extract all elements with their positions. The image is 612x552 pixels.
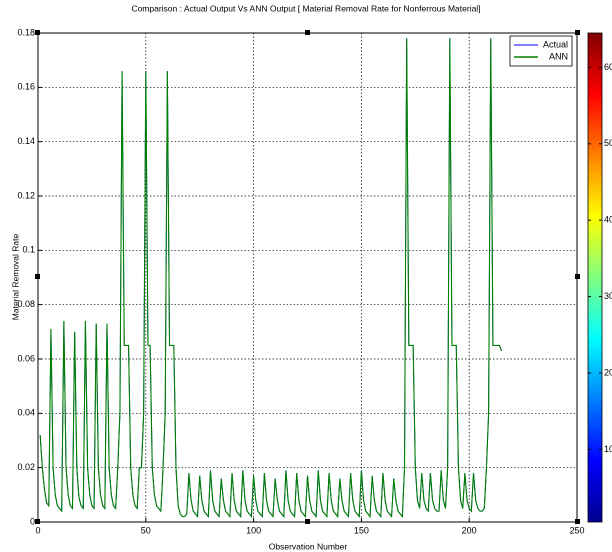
y-tick-label: 0.18 bbox=[17, 27, 35, 37]
legend bbox=[509, 35, 573, 67]
y-tick-label: 0.08 bbox=[17, 299, 35, 309]
y-tick-label: 0.12 bbox=[17, 190, 35, 200]
colorbar-tick-label: 60 bbox=[604, 62, 612, 72]
y-tick-label: 0.16 bbox=[17, 82, 35, 92]
x-tick-label: 50 bbox=[141, 525, 151, 535]
legend-label: Actual bbox=[543, 39, 568, 49]
x-axis-label: Observation Number bbox=[269, 541, 348, 551]
y-tick-label: 0.1 bbox=[22, 245, 35, 255]
colorbar bbox=[587, 32, 603, 523]
colorbar-tick-label: 40 bbox=[604, 215, 612, 225]
legend-label: ANN bbox=[549, 51, 568, 61]
y-tick-label: 0.06 bbox=[17, 353, 35, 363]
x-tick-label: 0 bbox=[35, 525, 40, 535]
x-tick-label: 150 bbox=[354, 525, 369, 535]
colorbar-tick-label: 30 bbox=[604, 291, 612, 301]
colorbar-tick-label: 50 bbox=[604, 138, 612, 148]
x-tick-label: 250 bbox=[569, 525, 584, 535]
y-tick-label: 0.04 bbox=[17, 408, 35, 418]
y-tick-label: 0.14 bbox=[17, 136, 35, 146]
colorbar-tick-label: 10 bbox=[604, 444, 612, 454]
y-axis-label: Material Removal Rate bbox=[10, 234, 20, 321]
y-tick-label: 0.02 bbox=[17, 462, 35, 472]
chart-title: Comparison : Actual Output Vs ANN Output… bbox=[131, 3, 480, 13]
x-tick-label: 200 bbox=[462, 525, 477, 535]
y-tick-label: 0 bbox=[30, 516, 35, 526]
x-tick-label: 100 bbox=[246, 525, 261, 535]
colorbar-tick-label: 20 bbox=[604, 367, 612, 377]
series-line bbox=[39, 38, 503, 519]
